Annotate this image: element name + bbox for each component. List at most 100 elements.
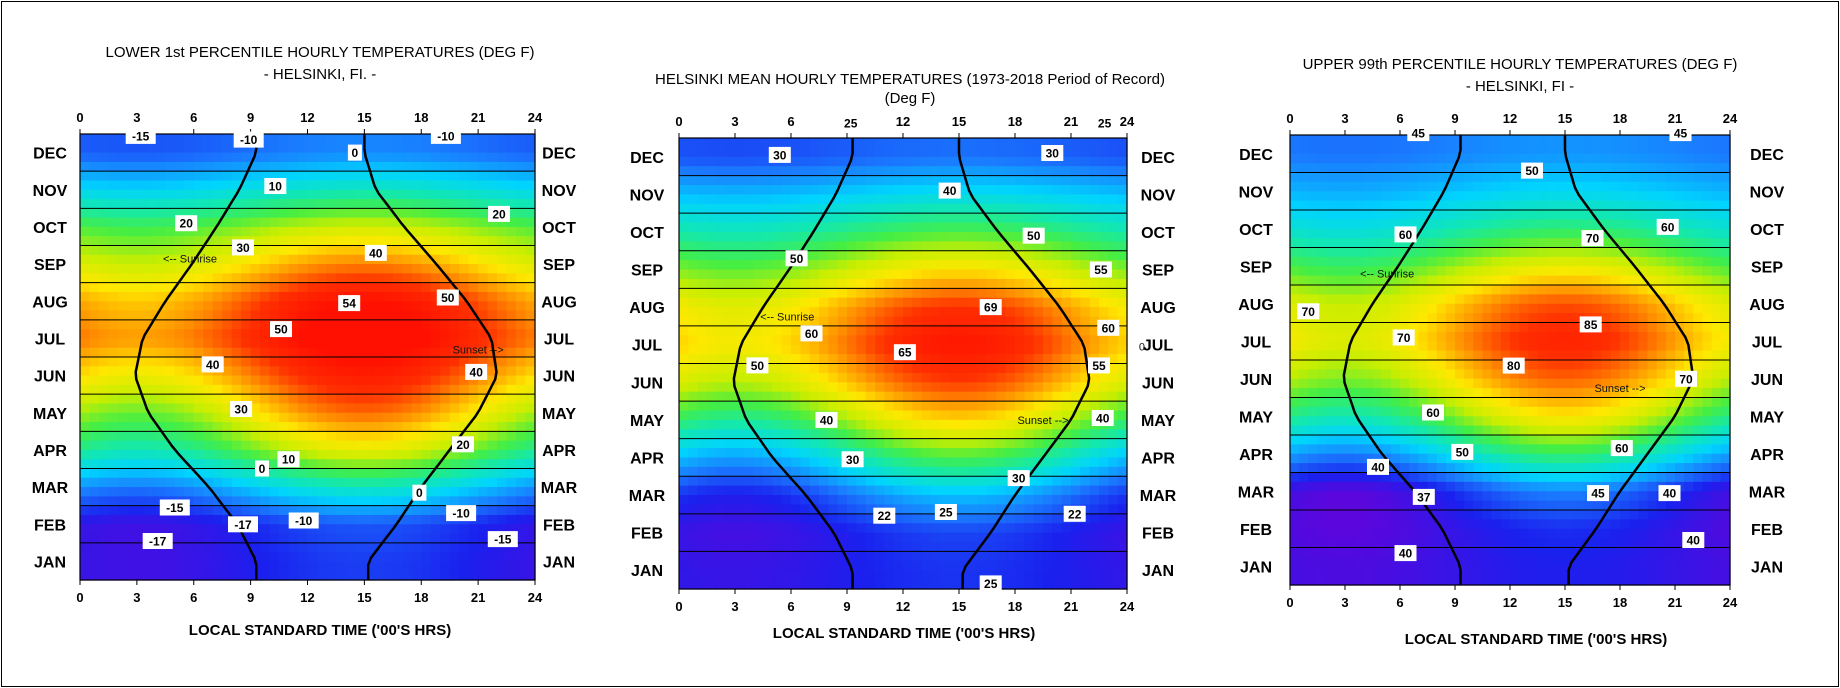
heat-cell <box>1601 135 1612 145</box>
heat-cell <box>241 440 252 451</box>
heat-cell <box>506 245 517 256</box>
heat-cell <box>279 217 290 228</box>
heat-cell <box>1537 135 1548 145</box>
heat-cell <box>1005 222 1016 233</box>
heat-cell <box>326 459 337 470</box>
heat-cell <box>155 338 166 349</box>
heat-cell <box>108 291 119 302</box>
heat-cell <box>193 459 204 470</box>
heat-cell <box>763 401 773 412</box>
heat-cell <box>440 440 451 451</box>
heat-cell <box>335 505 347 516</box>
heat-cell <box>809 542 820 553</box>
heat-cell <box>146 273 157 284</box>
heat-cell <box>421 496 432 507</box>
heat-cell <box>136 570 147 581</box>
heat-cell <box>865 241 876 252</box>
heat-cell <box>269 487 280 497</box>
heat-cell <box>856 231 867 242</box>
heat-cell <box>298 412 309 423</box>
heat-cell <box>847 542 857 553</box>
heat-cell <box>335 403 347 414</box>
heat-cell <box>345 533 356 544</box>
heat-cell <box>716 466 727 477</box>
heat-cell <box>931 570 941 581</box>
heat-cell <box>1052 419 1063 430</box>
heat-cell <box>949 363 960 374</box>
heat-cell <box>212 143 223 154</box>
heat-cell <box>1052 222 1063 233</box>
heat-cell <box>959 213 969 224</box>
heat-cell <box>707 476 717 487</box>
heat-cell <box>968 570 979 581</box>
heat-cell <box>725 288 736 299</box>
heat-cell <box>402 477 413 488</box>
heat-cell <box>800 175 811 186</box>
heat-cell <box>1099 429 1109 440</box>
heat-cell <box>392 412 403 423</box>
heat-cell <box>392 208 403 219</box>
heat-cell <box>828 495 839 506</box>
heat-cell <box>373 171 384 182</box>
heat-cell <box>165 217 176 228</box>
heat-cell <box>364 449 375 460</box>
heat-cell <box>940 570 951 581</box>
heat-cell <box>912 570 923 581</box>
heat-cell <box>98 199 110 209</box>
heat-cell <box>949 495 960 506</box>
heat-cell <box>809 269 820 280</box>
heat-cell <box>837 391 848 402</box>
heat-cell <box>326 570 337 581</box>
heat-cell <box>1363 144 1374 155</box>
heat-cell <box>516 143 527 154</box>
heat-cell <box>1638 144 1649 155</box>
heat-cell <box>1445 135 1456 145</box>
heat-cell <box>354 384 365 395</box>
heat-cell <box>884 166 895 177</box>
heat-cell <box>987 485 997 496</box>
heat-cell <box>174 431 185 442</box>
heat-cell <box>307 394 318 405</box>
heat-cell <box>250 264 261 274</box>
heat-cell <box>108 468 119 479</box>
heat-cell <box>354 477 365 488</box>
heat-cell <box>326 282 337 293</box>
heat-cell <box>903 448 913 459</box>
heat-cell <box>146 366 157 377</box>
heat-cell <box>688 166 699 177</box>
heat-cell <box>893 363 904 374</box>
heat-cell <box>468 496 479 507</box>
sunset-curve <box>363 134 498 580</box>
heat-cell <box>856 269 867 280</box>
heat-cell <box>716 344 727 355</box>
heat-cell <box>506 226 517 237</box>
heat-cell <box>931 523 941 534</box>
heat-cell <box>959 532 969 543</box>
heat-cell <box>931 457 941 468</box>
heat-cell <box>326 134 337 144</box>
heat-cell <box>707 542 717 553</box>
heat-cell <box>497 264 508 274</box>
heat-cell <box>903 194 913 205</box>
heat-cell <box>1071 476 1081 487</box>
heat-cell <box>487 440 498 451</box>
heat-cell <box>903 429 913 440</box>
heat-cell <box>959 466 969 477</box>
heat-cell <box>707 288 717 299</box>
heat-cell <box>1620 144 1630 155</box>
heat-cell <box>697 523 708 534</box>
heat-cell <box>1482 135 1493 145</box>
heat-cell <box>497 357 508 367</box>
heat-cell <box>326 347 337 358</box>
heat-cell <box>459 189 470 200</box>
heat-cell <box>430 366 441 377</box>
heat-cell <box>373 440 384 451</box>
heat-cell <box>127 236 138 247</box>
sunset-curve <box>957 138 1091 589</box>
heat-cell <box>459 226 470 237</box>
heat-cell <box>364 542 375 553</box>
heat-cell <box>819 551 829 562</box>
heat-cell <box>912 382 923 393</box>
heat-cell <box>884 260 895 271</box>
heat-cell <box>269 208 280 219</box>
